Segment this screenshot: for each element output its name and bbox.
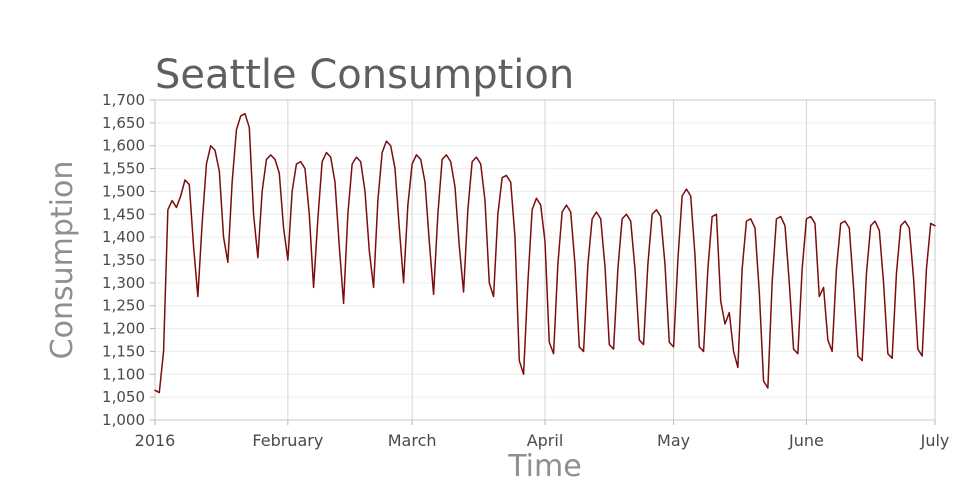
y-tick-label: 1,600 <box>102 137 145 155</box>
y-tick-label: 1,050 <box>102 388 145 406</box>
y-tick-label: 1,450 <box>102 205 145 223</box>
y-tick-label: 1,300 <box>102 274 145 292</box>
x-axis-title: Time <box>507 449 581 484</box>
y-tick-label: 1,350 <box>102 251 145 269</box>
y-axis-tick-marks <box>150 99 155 421</box>
y-tick-label: 1,000 <box>102 411 145 429</box>
x-tick-label: 2016 <box>135 431 176 450</box>
y-tick-label: 1,650 <box>102 114 145 132</box>
x-tick-label: July <box>920 431 950 450</box>
x-tick-label: March <box>388 431 437 450</box>
y-tick-label: 1,550 <box>102 160 145 178</box>
x-tick-label: February <box>252 431 323 450</box>
x-tick-label: June <box>788 431 824 450</box>
y-tick-label: 1,200 <box>102 320 145 338</box>
y-axis-title: Consumption <box>45 161 80 360</box>
chart-title: Seattle Consumption <box>155 52 574 98</box>
x-axis-tick-labels: 2016 February March April May June July <box>135 431 950 450</box>
y-axis-tick-labels: 1,000 1,050 1,100 1,150 1,200 1,250 1,300 1,350… <box>102 91 145 429</box>
x-tick-label: May <box>657 431 690 450</box>
x-axis-tick-marks <box>154 420 936 425</box>
y-tick-label: 1,400 <box>102 228 145 246</box>
y-tick-label: 1,700 <box>102 91 145 109</box>
x-tick-label: April <box>527 431 564 450</box>
y-tick-label: 1,100 <box>102 365 145 383</box>
y-tick-label: 1,500 <box>102 182 145 200</box>
y-tick-label: 1,150 <box>102 342 145 360</box>
consumption-line <box>154 112 936 394</box>
y-tick-label: 1,250 <box>102 297 145 315</box>
